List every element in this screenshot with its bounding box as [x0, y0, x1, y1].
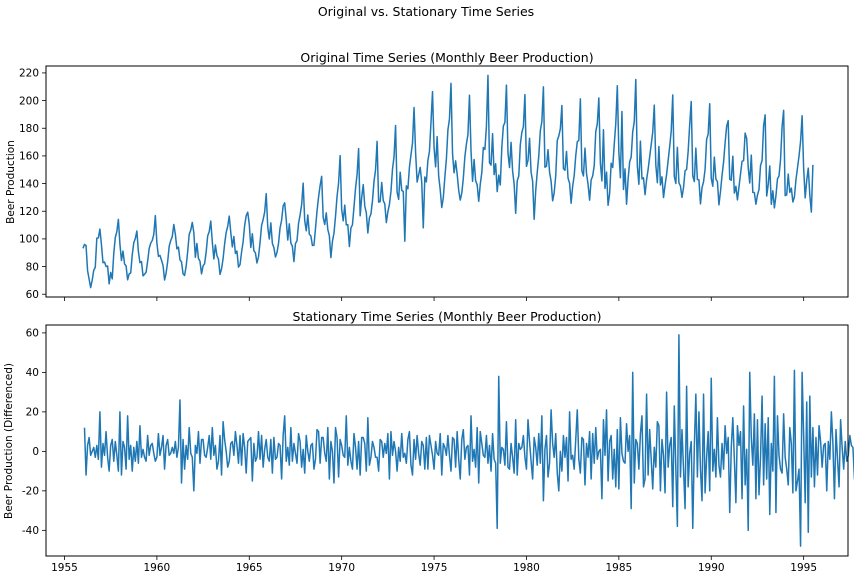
original-series-ytick-label: 100: [19, 234, 39, 246]
original-series-axes-frame: [45, 65, 849, 298]
stationary-series-xtick-label: 1960: [144, 562, 171, 574]
stationary-series-subplot: Stationary Time Series (Monthly Beer Pro…: [3, 309, 854, 574]
stationary-series-title: Stationary Time Series (Monthly Beer Pro…: [293, 309, 602, 324]
stationary-series-ytick-label: -20: [22, 486, 39, 498]
stationary-series-yticks: -40 -20 0 20 40 60: [22, 328, 46, 537]
original-series-subplot: Original Time Series (Monthly Beer Produ…: [5, 50, 849, 301]
stationary-series-xtick-label: 1995: [790, 562, 817, 574]
stationary-series-xtick-label: 1990: [698, 562, 725, 574]
stationary-series-ylabel: Beer Production (Differenced): [3, 363, 15, 519]
stationary-series-xtick-label: 1975: [421, 562, 448, 574]
stationary-series-xticks: 1955 1960 1965 1970 1975 1980 1985 1990 1995: [51, 556, 817, 574]
stationary-series-ytick-label: 20: [26, 407, 39, 419]
stationary-series-axes-frame: [45, 324, 849, 557]
original-series-yticks: 60 80 100 120 140 160 180 200 220: [19, 68, 46, 301]
stationary-series-xtick-label: 1980: [513, 562, 540, 574]
original-series-ytick-label: 180: [19, 123, 39, 135]
original-series-ytick-label: 80: [26, 261, 39, 273]
stationary-series-xtick-label: 1985: [605, 562, 632, 574]
stationary-series-ytick-label: 40: [26, 367, 39, 379]
original-series-ytick-label: 160: [19, 151, 39, 163]
original-series-ytick-label: 60: [26, 289, 39, 301]
stationary-series-xtick-label: 1965: [236, 562, 263, 574]
original-series-ytick-label: 120: [19, 206, 39, 218]
stationary-series-ytick-label: 60: [26, 328, 39, 340]
stationary-series-ytick-label: 0: [32, 446, 39, 458]
stationary-series-ytick-label: -40: [22, 525, 39, 537]
original-series-ytick-label: 140: [19, 178, 39, 190]
original-series-ylabel: Beer Production: [5, 140, 17, 224]
original-series-title: Original Time Series (Monthly Beer Produ…: [300, 50, 593, 65]
original-series-ytick-label: 200: [19, 95, 39, 107]
stationary-series-line: [83, 334, 854, 547]
stationary-series-xtick-label: 1955: [51, 562, 78, 574]
stationary-series-xtick-label: 1970: [328, 562, 355, 574]
original-series-line: [82, 74, 814, 289]
figure-suptitle: Original vs. Stationary Time Series: [318, 4, 534, 19]
original-series-ytick-label: 220: [19, 68, 39, 80]
original-series-xticks: [64, 297, 805, 301]
